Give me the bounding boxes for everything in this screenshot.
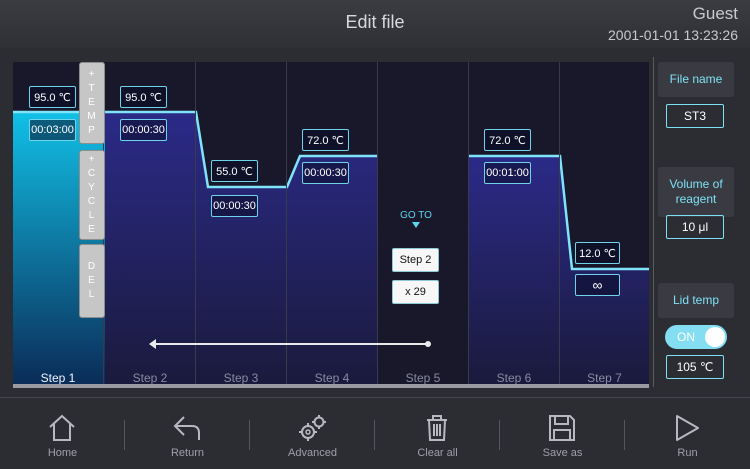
tool-char: T [88, 83, 96, 94]
tool-char: M [87, 111, 97, 122]
play-icon [676, 415, 699, 441]
volume-field[interactable]: 10 μl [666, 215, 724, 239]
run-label: Run [677, 447, 698, 459]
step1-time-field[interactable]: 00:03:00 [29, 119, 76, 141]
step7-temp-field[interactable]: 12.0 ℃ [575, 242, 620, 264]
step6-time-field[interactable]: 00:01:00 [484, 162, 531, 184]
return-label: Return [170, 447, 205, 459]
step-tools: + T E M P + C Y C L E D E L [79, 62, 105, 318]
step-label: Step 6 [496, 371, 532, 385]
divider [249, 420, 250, 450]
step-column-2[interactable]: Step 2 [105, 62, 196, 388]
add-cycle-button[interactable]: + C Y C L E [79, 150, 105, 240]
tool-char: E [88, 97, 96, 108]
trash-icon [427, 415, 447, 441]
goto-label: GO TO [400, 210, 432, 221]
program-editor: Step 1 Step 2 Step 3 Step 4 Step 5 Step … [13, 62, 649, 388]
run-button[interactable]: Run [625, 398, 750, 469]
clear-all-label: Clear all [417, 447, 458, 459]
profile-curve [13, 110, 378, 189]
step2-time-field[interactable]: 00:00:30 [120, 119, 167, 141]
tool-char: D [87, 261, 97, 272]
divider [124, 420, 125, 450]
step1-temp-field[interactable]: 95.0 ℃ [29, 86, 76, 108]
tool-char: P [88, 125, 96, 136]
file-name-field[interactable]: ST3 [666, 104, 724, 128]
step-label: Step 5 [405, 371, 441, 385]
goto-repeat-field[interactable]: x 29 [392, 280, 439, 304]
step-column-4[interactable]: Step 4 [287, 62, 378, 388]
step3-time-field[interactable]: 00:00:30 [211, 195, 258, 217]
advanced-button[interactable]: Advanced [250, 398, 375, 469]
tool-char: E [88, 224, 96, 235]
tool-char: C [87, 168, 97, 179]
step-label: Step 3 [223, 371, 259, 385]
home-label: Home [47, 447, 78, 459]
lid-temp-field[interactable]: 105 ℃ [666, 355, 724, 379]
step7-time-field[interactable]: ∞ [575, 274, 620, 296]
home-icon [49, 414, 75, 441]
step3-temp-field[interactable]: 55.0 ℃ [211, 160, 258, 182]
goto-indicator: GO TO [396, 210, 436, 228]
step-label: Step 2 [132, 371, 168, 385]
lid-heat-toggle[interactable]: ON [665, 325, 727, 349]
page-title: Edit file [345, 12, 405, 32]
divider [499, 420, 500, 450]
delete-step-button[interactable]: D E L [79, 244, 105, 318]
goto-arrow-icon [412, 222, 420, 228]
step-column-3[interactable]: Step 3 [196, 62, 287, 388]
settings-panel: File name ST3 Volume of reagent 10 μl Li… [653, 57, 735, 387]
return-arrow-icon [173, 416, 200, 440]
header-bar: Edit file Guest 2001-01-01 13:23:26 [0, 0, 750, 48]
step-label: Step 7 [587, 371, 622, 385]
volume-label: Volume of reagent [658, 167, 734, 217]
clear-all-button[interactable]: Clear all [375, 398, 500, 469]
user-name[interactable]: Guest [692, 4, 738, 23]
step-column-7[interactable]: Step 7 [560, 62, 649, 388]
advanced-label: Advanced [288, 447, 337, 459]
divider [624, 420, 625, 450]
add-temp-button[interactable]: + T E M P [79, 62, 105, 144]
step-column-6[interactable]: Step 6 [469, 62, 560, 388]
profile-curve-2 [469, 154, 649, 271]
step4-time-field[interactable]: 00:00:30 [302, 162, 349, 184]
tool-char: Y [88, 182, 96, 193]
floppy-disk-icon [549, 415, 575, 441]
step-label: Step 1 [40, 371, 76, 385]
toggle-state: ON [677, 330, 695, 344]
step-column-5[interactable]: Step 5 [378, 62, 469, 388]
divider [374, 420, 375, 450]
step2-temp-field[interactable]: 95.0 ℃ [120, 86, 167, 108]
home-button[interactable]: Home [0, 398, 125, 469]
file-name-label: File name [658, 62, 734, 97]
goto-target-field[interactable]: Step 2 [392, 248, 439, 272]
step-label: Step 4 [314, 371, 350, 385]
lid-temp-label: Lid temp [658, 283, 734, 318]
save-as-label: Save as [542, 447, 583, 459]
tool-char: E [88, 275, 96, 286]
gears-icon [299, 415, 326, 441]
horizontal-scrollbar[interactable] [149, 339, 431, 349]
tool-char: C [87, 196, 97, 207]
tool-char: L [88, 289, 96, 300]
toggle-knob [705, 327, 725, 347]
tool-char: + [88, 154, 96, 165]
tool-char: + [88, 69, 96, 80]
step4-temp-field[interactable]: 72.0 ℃ [302, 129, 349, 151]
save-as-button[interactable]: Save as [500, 398, 625, 469]
step6-temp-field[interactable]: 72.0 ℃ [484, 129, 531, 151]
tool-char: L [88, 210, 96, 221]
footer-toolbar: Home Return Advanced Clear all Save as [0, 397, 750, 469]
return-button[interactable]: Return [125, 398, 250, 469]
datetime-display: 2001-01-01 13:23:26 [608, 27, 738, 43]
program-scroll-track [13, 384, 649, 388]
